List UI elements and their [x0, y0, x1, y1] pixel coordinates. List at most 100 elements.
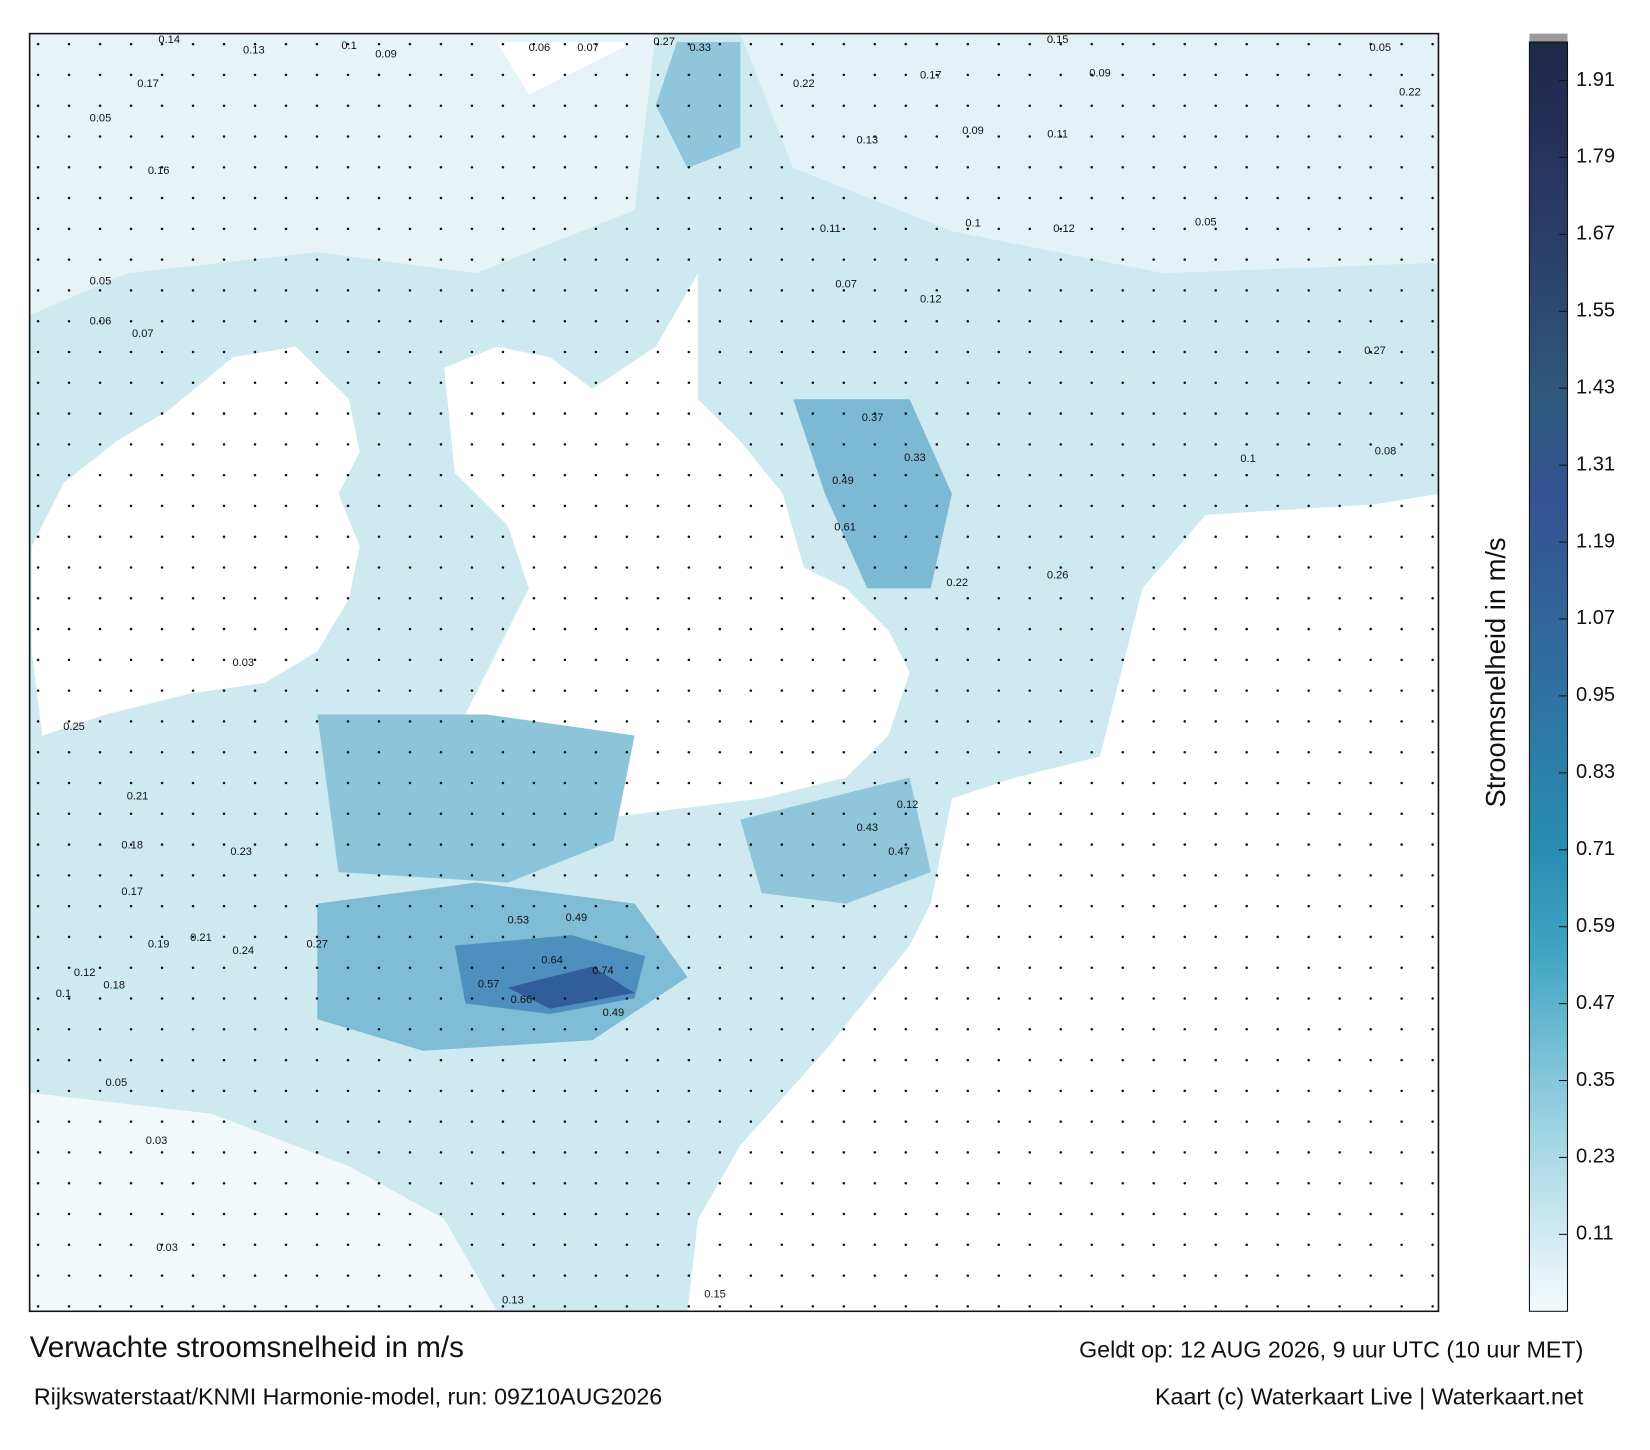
grid-dot: [935, 319, 939, 323]
grid-dot: [1028, 904, 1032, 908]
speed-label: 0.64: [541, 954, 563, 966]
grid-dot: [1276, 1120, 1279, 1123]
grid-dot: [129, 227, 133, 231]
grid-dot: [284, 1181, 288, 1185]
grid-dot: [377, 227, 381, 231]
grid-dot: [656, 535, 660, 538]
grid-dot: [718, 1181, 722, 1185]
grid-dot: [377, 1212, 381, 1216]
grid-dot: [253, 196, 257, 200]
grid-dot: [873, 42, 877, 46]
grid-dot: [718, 381, 722, 385]
grid-dot: [563, 997, 567, 1000]
grid-dot: [1121, 196, 1125, 200]
grid-dot: [997, 1089, 1001, 1093]
grid-dot: [1183, 1028, 1186, 1031]
grid-dot: [718, 1212, 722, 1216]
grid-dot: [563, 812, 567, 816]
grid-dot: [625, 381, 629, 385]
grid-dot: [687, 1181, 691, 1185]
grid-dot: [129, 997, 133, 1000]
grid-dot: [935, 597, 939, 600]
grid-dot: [315, 42, 319, 46]
grid-dot: [935, 1151, 939, 1154]
grid-dot: [191, 1151, 195, 1154]
grid-dot: [935, 781, 939, 785]
grid-dot: [1214, 1151, 1217, 1154]
grid-dot: [439, 1028, 443, 1031]
grid-dot: [346, 443, 350, 446]
grid-dot: [1090, 658, 1094, 662]
map-frame: [28, 32, 1440, 1313]
grid-dot: [346, 166, 350, 169]
grid-dot: [501, 196, 505, 200]
grid-dot: [935, 1305, 939, 1308]
grid-dot: [1245, 381, 1248, 385]
grid-dot: [1059, 1274, 1063, 1277]
grid-dot: [563, 1089, 567, 1093]
grid-dot: [191, 935, 195, 939]
grid-dot: [687, 997, 691, 1000]
grid-dot: [315, 781, 319, 785]
grid-dot: [1152, 1243, 1156, 1247]
grid-dot: [67, 997, 71, 1000]
grid-dot: [966, 473, 970, 477]
grid-dot: [1028, 658, 1032, 662]
grid-dot: [98, 42, 102, 46]
grid-dot: [780, 166, 784, 169]
grid-dot: [1338, 135, 1341, 138]
grid-dot: [470, 1243, 474, 1247]
grid-dot: [470, 597, 474, 600]
grid-dot: [997, 1243, 1001, 1247]
grid-dot: [470, 443, 474, 446]
grid-dot: [160, 1274, 164, 1277]
grid-dot: [129, 966, 133, 969]
grid-dot: [1152, 658, 1156, 662]
grid-dot: [501, 412, 505, 415]
grid-dot: [470, 381, 474, 385]
grid-dot: [1245, 1120, 1248, 1123]
grid-dot: [284, 781, 288, 785]
grid-dot: [749, 935, 753, 939]
grid-dot: [997, 1120, 1001, 1123]
grid-dot: [1400, 1089, 1403, 1093]
grid-dot: [1152, 689, 1156, 692]
grid-dot: [1121, 1028, 1125, 1031]
grid-dot: [563, 227, 567, 231]
grid-dot: [284, 227, 288, 231]
grid-dot: [408, 874, 412, 877]
grid-dot: [780, 1151, 784, 1154]
grid-dot: [98, 535, 102, 538]
grid-dot: [98, 966, 102, 969]
grid-dot: [284, 627, 288, 631]
grid-dot: [408, 720, 412, 723]
grid-dot: [625, 1151, 629, 1154]
grid-dot: [687, 781, 691, 785]
grid-dot: [811, 227, 815, 231]
grid-dot: [284, 258, 288, 261]
grid-dot: [563, 1151, 567, 1154]
grid-dot: [966, 350, 970, 354]
grid-dot: [191, 1028, 195, 1031]
grid-dot: [1400, 135, 1403, 138]
grid-dot: [811, 258, 815, 261]
speed-label: 0.12: [897, 799, 919, 811]
grid-dot: [222, 350, 226, 354]
grid-dot: [811, 750, 815, 754]
grid-dot: [873, 597, 877, 600]
grid-dot: [811, 935, 815, 939]
grid-dot: [253, 781, 257, 785]
grid-dot: [718, 689, 722, 692]
grid-dot: [1307, 689, 1310, 692]
grid-dot: [346, 566, 350, 569]
grid-dot: [98, 227, 102, 231]
grid-dot: [501, 227, 505, 231]
grid-dot: [408, 1120, 412, 1123]
grid-dot: [749, 166, 753, 169]
grid-dot: [1369, 350, 1372, 354]
grid-dot: [36, 566, 40, 569]
grid-dot: [284, 535, 288, 538]
grid-dot: [780, 1089, 784, 1093]
grid-dot: [1400, 812, 1403, 816]
grid-dot: [346, 1243, 350, 1247]
